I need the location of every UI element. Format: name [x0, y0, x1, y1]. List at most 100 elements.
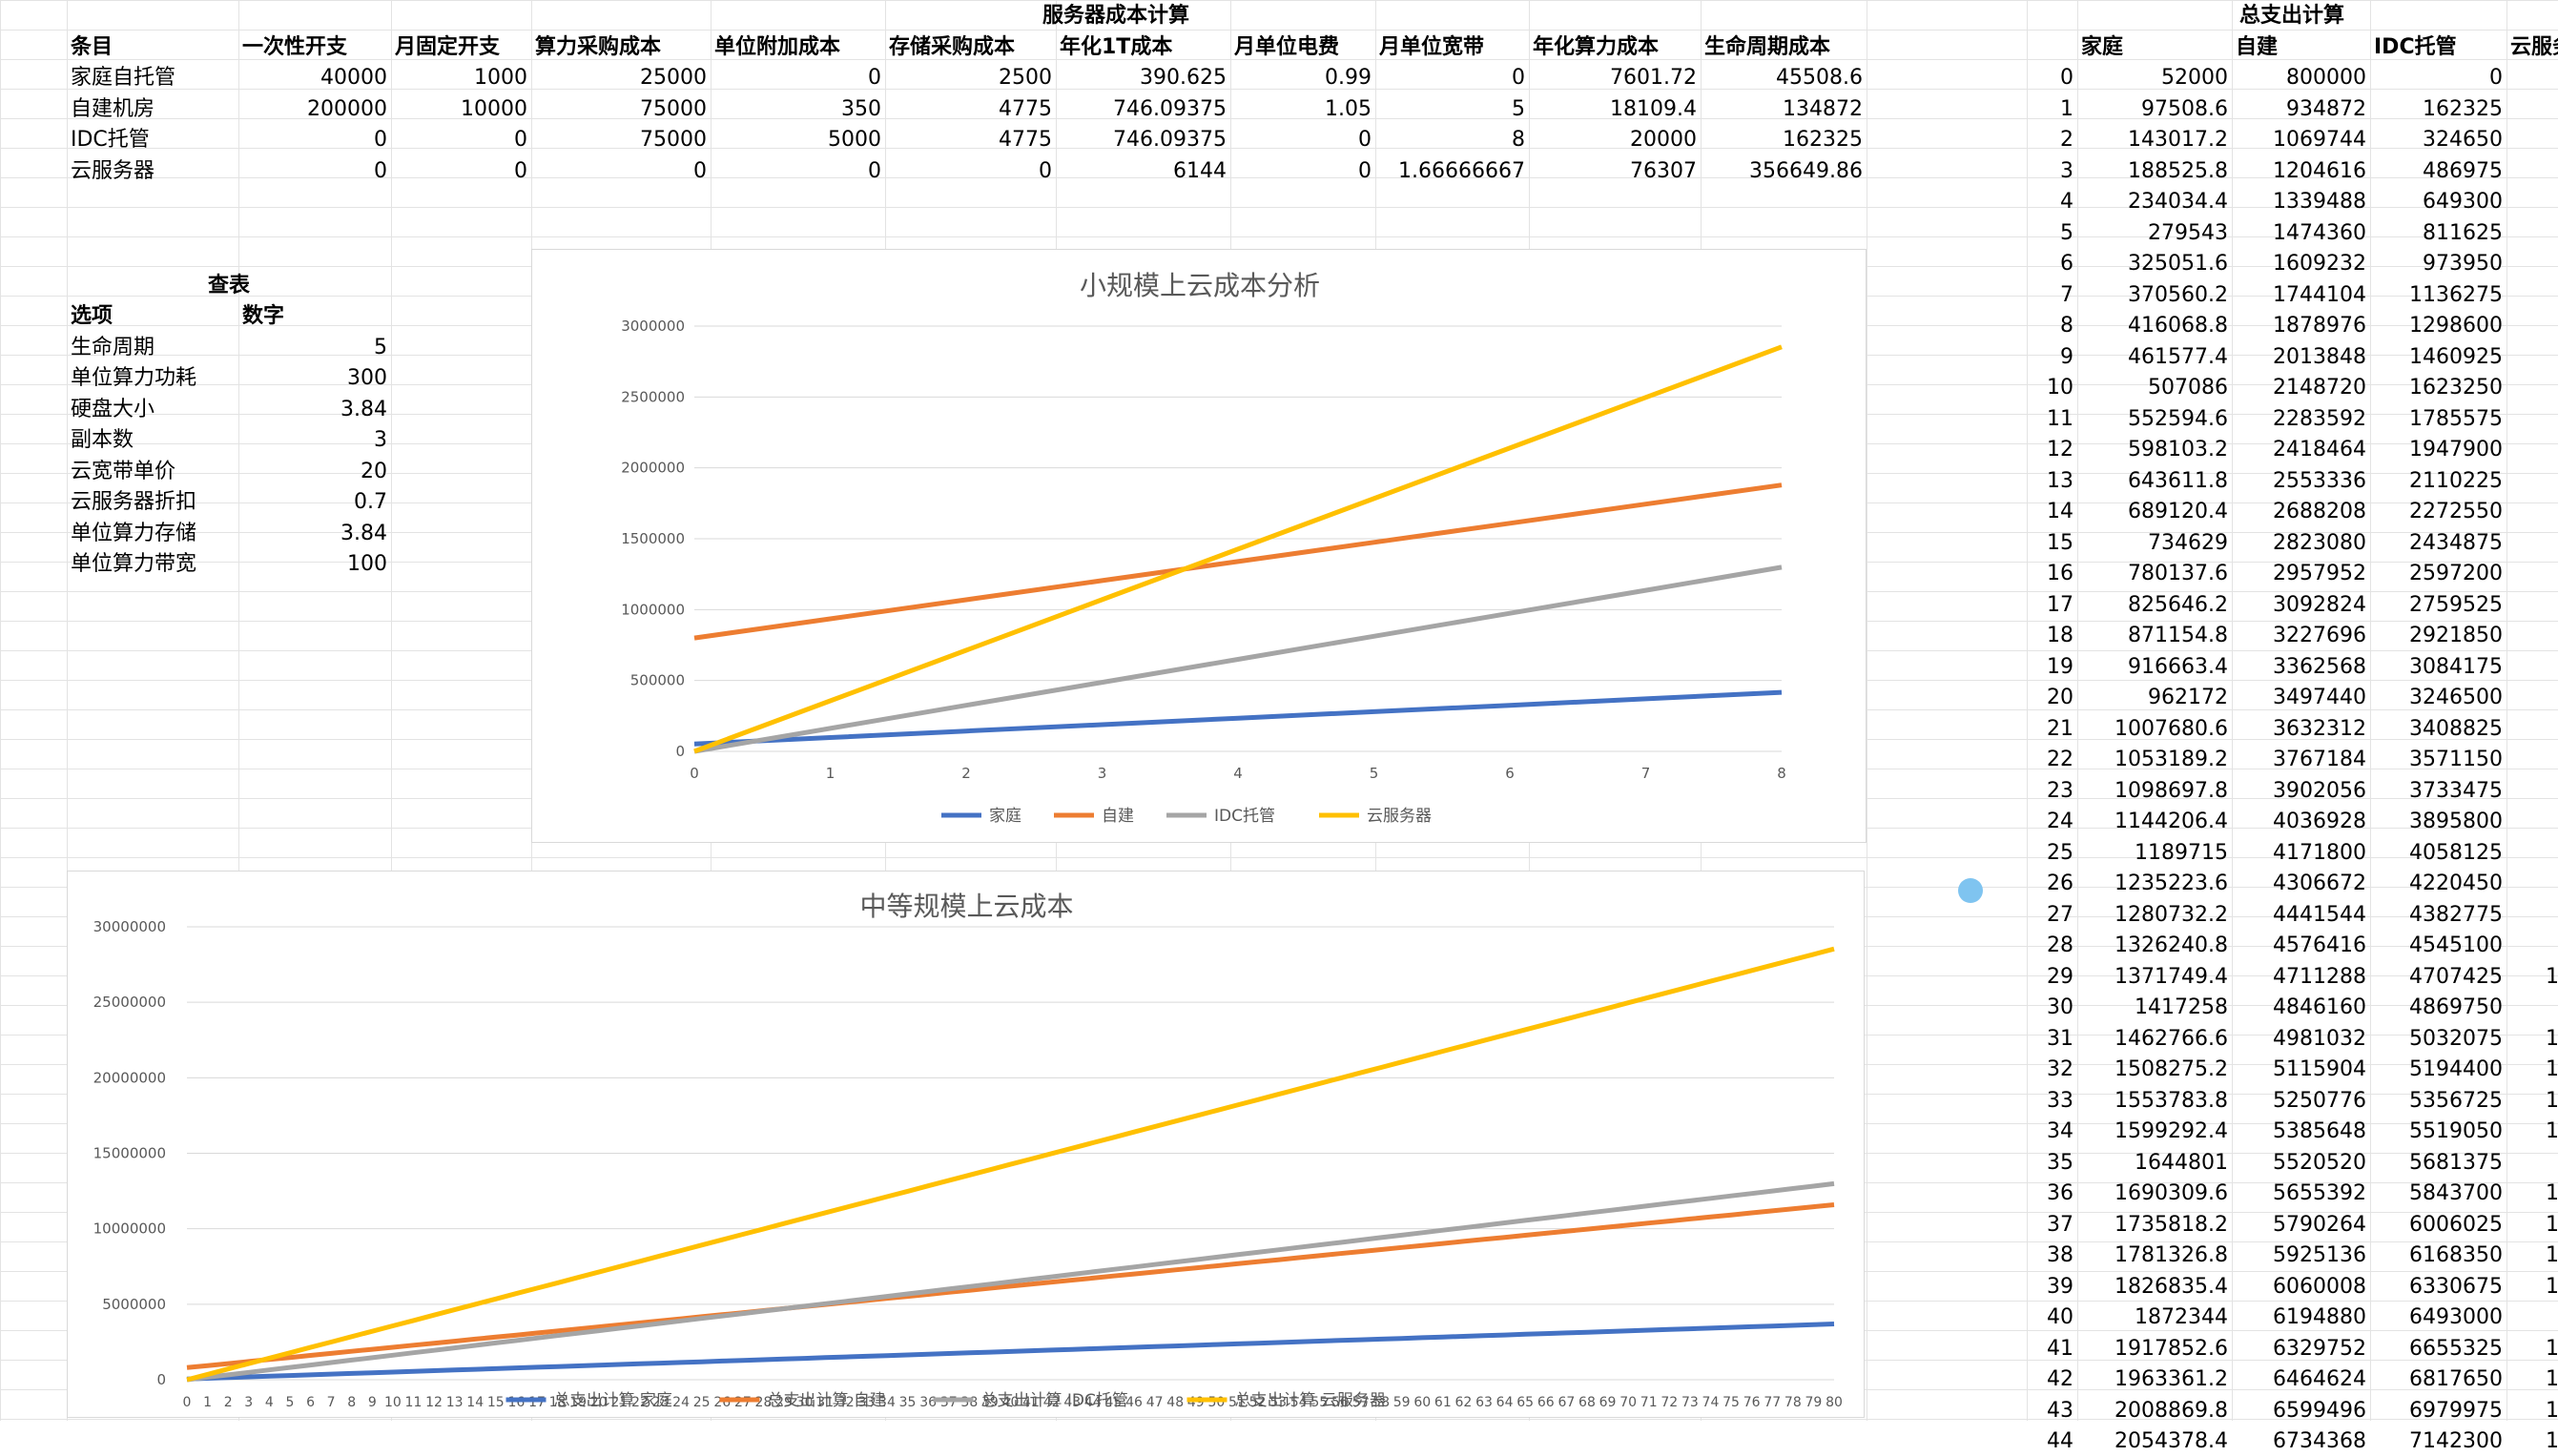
server-header-cell[interactable]: 月固定开支 — [395, 34, 501, 59]
total-value-cell[interactable]: 5655392 — [2273, 1181, 2366, 1205]
server-value-cell[interactable]: 4775 — [999, 96, 1052, 121]
total-header-cell[interactable]: 家庭 — [2081, 34, 2124, 59]
total-value-cell[interactable]: 10699495.8 — [2506, 993, 2558, 1022]
total-header-cell[interactable]: IDC托管 — [2374, 34, 2457, 59]
total-value-cell[interactable]: 234034.4 — [2128, 190, 2228, 214]
total-value-cell[interactable]: 11769445.38 — [2546, 1088, 2558, 1113]
total-value-cell[interactable]: 1371749.4 — [2114, 964, 2228, 989]
total-value-cell[interactable]: 5250776 — [2273, 1088, 2366, 1113]
total-index-cell[interactable]: 43 — [2047, 1398, 2073, 1423]
total-value-cell[interactable]: 5519050 — [2409, 1119, 2503, 1143]
total-value-cell[interactable]: 5385648 — [2273, 1119, 2366, 1143]
server-value-cell[interactable]: 0 — [1039, 158, 1052, 183]
total-value-cell[interactable]: 13196044.82 — [2546, 1212, 2558, 1237]
lookup-option-cell[interactable]: 生命周期 — [71, 335, 155, 359]
server-value-cell[interactable]: 0 — [1512, 66, 1525, 90]
total-value-cell[interactable]: 2853198.88 — [2506, 311, 2558, 340]
total-value-cell[interactable]: 6655325 — [2409, 1336, 2503, 1361]
total-index-cell[interactable]: 11 — [2047, 406, 2073, 431]
server-value-cell[interactable]: 0 — [374, 128, 387, 152]
total-value-cell[interactable]: 4171800 — [2273, 840, 2366, 865]
total-value-cell[interactable]: 3408825 — [2409, 716, 2503, 741]
total-index-cell[interactable]: 25 — [2047, 840, 2073, 865]
lookup-value-cell[interactable]: 3 — [374, 428, 387, 453]
total-index-cell[interactable]: 29 — [2047, 964, 2073, 989]
total-value-cell[interactable]: 1963361.2 — [2114, 1367, 2228, 1391]
total-value-cell[interactable]: 4306672 — [2273, 872, 2366, 895]
total-value-cell[interactable]: 734629 — [2148, 530, 2228, 555]
total-value-cell[interactable]: 461577.4 — [2128, 344, 2228, 369]
server-header-cell[interactable]: 一次性开支 — [242, 34, 348, 59]
total-value-cell[interactable]: 2553336 — [2273, 468, 2366, 493]
total-value-cell[interactable]: 4220450 — [2409, 872, 2503, 895]
total-value-cell[interactable]: 3246500 — [2409, 686, 2503, 709]
total-value-cell[interactable]: 643611.8 — [2128, 468, 2228, 493]
total-value-cell[interactable]: 11056145.66 — [2546, 1026, 2558, 1051]
total-index-cell[interactable]: 20 — [2047, 686, 2073, 709]
server-value-cell[interactable]: 6144 — [1173, 158, 1227, 183]
total-value-cell[interactable]: 97508.6 — [2141, 96, 2228, 121]
total-index-cell[interactable]: 4 — [2060, 190, 2073, 214]
server-header-cell[interactable]: 年化算力成本 — [1533, 34, 1660, 59]
total-value-cell[interactable]: 15335943.98 — [2546, 1398, 2558, 1423]
total-value-cell[interactable]: 2434875 — [2409, 530, 2503, 555]
total-value-cell[interactable]: 1644801 — [2135, 1150, 2228, 1175]
server-value-cell[interactable]: 2500 — [999, 66, 1052, 90]
total-value-cell[interactable]: 5843700 — [2409, 1181, 2503, 1205]
server-value-cell[interactable]: 0 — [514, 128, 527, 152]
total-index-cell[interactable]: 36 — [2047, 1181, 2073, 1205]
total-index-cell[interactable]: 18 — [2047, 624, 2073, 647]
server-value-cell[interactable]: 0 — [693, 158, 707, 183]
total-index-cell[interactable]: 24 — [2047, 810, 2073, 833]
total-value-cell[interactable]: 934872 — [2286, 96, 2366, 121]
total-index-cell[interactable]: 41 — [2047, 1336, 2073, 1361]
total-value-cell[interactable]: 871154.8 — [2128, 624, 2228, 647]
total-value-cell[interactable]: 6599496 — [2273, 1398, 2366, 1423]
total-index-cell[interactable]: 38 — [2047, 1243, 2073, 1267]
total-value-cell[interactable]: 7489647.06 — [2506, 714, 2558, 744]
total-index-cell[interactable]: 22 — [2047, 748, 2073, 771]
server-value-cell[interactable]: 200000 — [307, 96, 387, 121]
total-value-cell[interactable]: 1053189.2 — [2114, 748, 2228, 771]
total-value-cell[interactable]: 1426599.44 — [2506, 187, 2558, 216]
total-value-cell[interactable]: 5706397.76 — [2506, 559, 2558, 588]
lookup-option-cell[interactable]: 单位算力存储 — [71, 521, 197, 545]
server-header-cell[interactable]: 算力采购成本 — [535, 34, 662, 59]
server-value-cell[interactable]: 1.05 — [1325, 96, 1372, 121]
lookup-value-cell[interactable]: 100 — [347, 552, 387, 577]
server-row-label[interactable]: 自建机房 — [71, 96, 155, 121]
total-value-cell[interactable]: 2418464 — [2273, 438, 2366, 461]
total-value-cell[interactable]: 3227696 — [2273, 624, 2366, 647]
total-value-cell[interactable]: 4869750 — [2409, 995, 2503, 1019]
total-value-cell[interactable]: 2148720 — [2273, 376, 2366, 400]
total-index-cell[interactable]: 5 — [2060, 220, 2073, 245]
total-value-cell[interactable]: 1339488 — [2273, 190, 2366, 214]
total-index-cell[interactable]: 23 — [2047, 778, 2073, 803]
server-value-cell[interactable]: 0 — [1358, 158, 1372, 183]
total-value-cell[interactable]: 7846296.92 — [2506, 745, 2558, 774]
total-value-cell[interactable]: 973950 — [2423, 252, 2503, 276]
total-value-cell[interactable]: 5790264 — [2273, 1212, 2366, 1237]
total-value-cell[interactable]: 1508275.2 — [2114, 1057, 2228, 1081]
total-value-cell[interactable]: 5349747.9 — [2506, 528, 2558, 558]
lookup-value-cell[interactable]: 5 — [374, 335, 387, 359]
lookup-option-cell[interactable]: 硬盘大小 — [71, 397, 155, 421]
total-value-cell[interactable]: 2008869.8 — [2114, 1398, 2228, 1423]
total-value-cell[interactable]: 13909344.54 — [2546, 1274, 2558, 1299]
server-row-label[interactable]: 云服务器 — [71, 158, 155, 183]
lookup-option-cell[interactable]: 单位算力功耗 — [71, 366, 197, 391]
lookup-header-cell[interactable]: 数字 — [242, 304, 285, 329]
total-value-cell[interactable]: 4382775 — [2409, 902, 2503, 927]
server-header-cell[interactable]: 条目 — [71, 34, 113, 59]
total-value-cell[interactable]: 13552694.68 — [2546, 1243, 2558, 1267]
total-value-cell[interactable]: 4036928 — [2273, 810, 2366, 833]
total-value-cell[interactable]: 1235223.6 — [2114, 872, 2228, 895]
total-value-cell[interactable]: 3497440 — [2273, 686, 2366, 709]
lookup-option-cell[interactable]: 云服务器折扣 — [71, 490, 197, 515]
server-value-cell[interactable]: 1000 — [474, 66, 527, 90]
server-value-cell[interactable]: 0 — [374, 158, 387, 183]
total-value-cell[interactable]: 8202946.78 — [2506, 776, 2558, 806]
total-index-cell[interactable]: 1 — [2060, 96, 2073, 121]
total-value-cell[interactable]: 324650 — [2423, 128, 2503, 152]
server-value-cell[interactable]: 4775 — [999, 128, 1052, 152]
